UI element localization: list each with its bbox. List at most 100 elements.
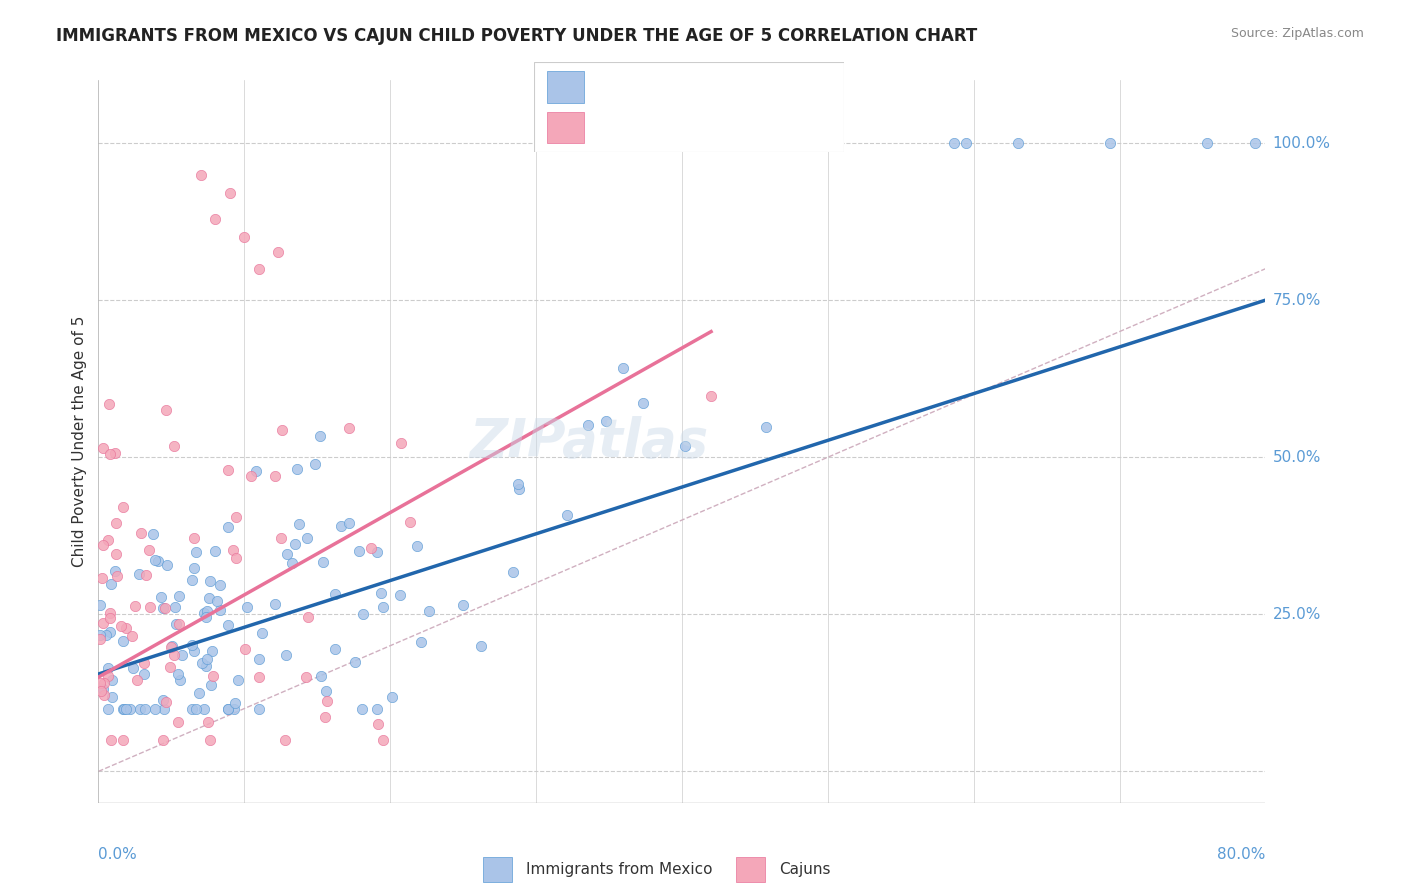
Point [89,628,111,642]
Point [195,659,218,673]
Point [97,397,120,411]
Point [274,733,297,747]
Point [197,714,219,729]
Text: IMMIGRANTS FROM MEXICO VS CAJUN CHILD POVERTY UNDER THE AGE OF 5 CORRELATION CHA: IMMIGRANTS FROM MEXICO VS CAJUN CHILD PO… [56,27,977,45]
Point [152,733,174,747]
Point [360,541,382,556]
Point [371,733,394,747]
Point [323,642,346,657]
Point [115,701,138,715]
Point [325,587,347,601]
Point [156,558,179,573]
Point [100,733,122,747]
Point [91,571,114,585]
Point [288,516,311,531]
Point [264,469,287,483]
Point [111,701,134,715]
Text: Source: ZipAtlas.com: Source: ZipAtlas.com [1230,27,1364,40]
Point [236,599,259,614]
Point [1244,136,1267,150]
Point [208,603,231,617]
Point [217,701,239,715]
Point [352,701,374,715]
Point [121,629,143,643]
Point [91,538,114,552]
Point [233,230,256,244]
Point [453,598,475,612]
Y-axis label: Child Poverty Under the Age of 5: Child Poverty Under the Age of 5 [72,316,87,567]
Point [134,701,156,715]
Point [252,625,274,640]
Text: 100.0%: 100.0% [1272,136,1330,151]
Text: ZIPatlas: ZIPatlas [470,416,709,467]
Point [281,556,304,570]
Point [184,701,207,715]
Point [198,733,221,747]
Point [612,361,634,376]
Point [204,211,226,226]
Point [330,519,353,533]
Point [1197,136,1219,150]
Point [134,667,156,681]
Point [89,632,111,647]
Point [98,447,121,461]
Point [132,656,155,670]
Point [110,619,132,633]
Point [180,701,202,715]
Point [105,569,128,583]
Point [370,585,392,599]
Point [576,417,599,432]
Point [673,438,696,452]
Point [91,682,114,697]
Point [97,661,120,675]
Point [101,673,124,687]
Point [389,436,412,450]
Point [183,561,205,575]
Point [366,544,388,558]
Text: Cajuns: Cajuns [779,863,831,877]
Point [91,441,114,455]
Point [122,661,145,675]
Point [163,600,186,615]
Point [193,701,215,715]
Point [115,621,138,635]
Point [308,429,330,443]
Point [221,543,243,558]
Point [373,599,395,614]
Point [352,607,374,621]
Point [98,611,121,625]
Point [129,525,152,540]
Point [160,639,183,653]
Text: Immigrants from Mexico: Immigrants from Mexico [526,863,713,877]
Point [167,617,190,632]
Point [209,578,232,592]
Point [143,552,166,566]
Point [200,678,222,692]
Point [100,576,122,591]
Point [139,599,162,614]
Point [181,638,204,652]
Point [104,516,127,530]
Text: 50.0%: 50.0% [1272,450,1322,465]
Point [98,625,121,640]
Point [205,594,228,608]
Bar [547,112,583,143]
Text: 25.0%: 25.0% [1272,607,1322,622]
Point [184,545,207,559]
Point [169,590,191,604]
Point [163,648,186,662]
Point [93,688,115,702]
Point [104,564,127,578]
Point [217,520,239,534]
Point [160,640,183,654]
Point [204,544,226,558]
Point [304,457,326,471]
Point [201,669,224,683]
Point [314,710,336,724]
Point [112,500,135,514]
Point [337,516,360,531]
Point [284,537,307,551]
Point [942,136,965,150]
Point [309,669,332,683]
Point [93,616,115,631]
